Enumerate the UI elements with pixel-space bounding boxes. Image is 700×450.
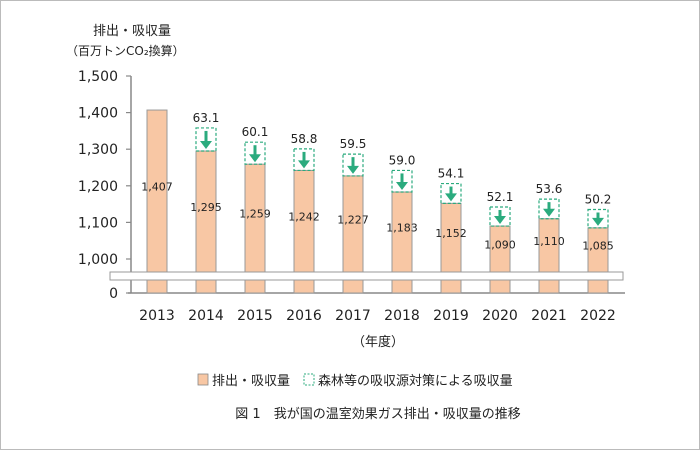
y-tick-label: 0: [109, 286, 118, 302]
figure-caption: 図 1 我が国の温室効果ガス排出・吸収量の推移: [235, 406, 520, 422]
legend-label-absorption: 森林等の吸収源対策による吸収量: [318, 373, 513, 389]
down-arrow-icon: [396, 182, 408, 191]
absorption-box: [342, 153, 364, 177]
y-tick-label: 1,500: [78, 69, 118, 85]
y-tick-label: 1,400: [78, 106, 118, 122]
down-arrow-icon: [494, 216, 506, 225]
emission-bar: [195, 150, 217, 294]
down-arrow-icon: [200, 141, 212, 150]
x-tick-label: 2017: [335, 308, 371, 324]
x-tick-label: 2021: [531, 308, 567, 324]
legend-label-emissions: 排出・吸収量: [212, 374, 290, 389]
absorption-box: [587, 208, 609, 229]
axis-break-band: [109, 271, 624, 281]
absorption-value-label: 63.1: [193, 111, 220, 125]
emission-bar: [587, 227, 609, 294]
emission-value-label: 1,295: [190, 201, 222, 214]
y-tick-label: 1,300: [78, 142, 118, 158]
absorption-value-label: 53.6: [536, 182, 563, 196]
down-arrow-icon: [592, 217, 604, 226]
y-axis-title: 排出・吸収量: [93, 24, 171, 39]
emission-bar: [538, 218, 560, 294]
emission-value-label: 1,085: [582, 239, 614, 252]
emission-bar: [146, 109, 168, 294]
x-tick-label: 2019: [433, 308, 469, 324]
x-tick-label: 2013: [139, 308, 175, 324]
emission-value-label: 1,110: [533, 235, 565, 248]
down-arrow-icon: [445, 193, 457, 202]
x-axis-title: （年度）: [352, 334, 404, 350]
y-axis-unit: （百万トンCO₂換算）: [66, 43, 185, 58]
emission-value-label: 1,090: [484, 239, 516, 252]
absorption-box: [391, 169, 413, 193]
y-tick-label: 1,200: [78, 179, 118, 195]
legend-swatch-absorption: [303, 373, 315, 386]
emission-value-label: 1,227: [337, 213, 369, 226]
down-arrow-icon: [347, 165, 359, 174]
emission-bar: [489, 225, 511, 294]
legend: 排出・吸収量 森林等の吸収源対策による吸収量: [197, 373, 513, 389]
emission-bar: [440, 202, 462, 294]
emission-value-label: 1,407: [141, 181, 173, 194]
absorption-value-label: 59.0: [389, 153, 416, 167]
x-tick-label: 2018: [384, 308, 420, 324]
down-arrow-icon: [298, 160, 310, 169]
absorption-box: [440, 182, 462, 204]
absorption-value-label: 60.1: [242, 125, 269, 139]
absorption-value-label: 52.1: [487, 190, 514, 204]
emission-value-label: 1,242: [288, 211, 320, 224]
absorption-value-label: 59.5: [340, 137, 367, 151]
absorption-box: [293, 148, 315, 172]
absorption-box: [489, 206, 511, 227]
emission-value-label: 1,152: [435, 227, 467, 240]
absorption-box: [195, 127, 217, 152]
down-arrow-icon: [543, 208, 555, 217]
x-tick-label: 2014: [188, 308, 224, 324]
y-tick-label: 1,000: [78, 252, 118, 268]
absorption-value-label: 50.2: [585, 193, 612, 207]
x-tick-label: 2015: [237, 308, 273, 324]
emission-value-label: 1,183: [386, 222, 418, 235]
x-tick-label: 2020: [482, 308, 518, 324]
emission-value-label: 1,259: [239, 208, 271, 221]
x-tick-label: 2016: [286, 308, 322, 324]
absorption-value-label: 54.1: [438, 167, 465, 181]
x-tick-label: 2022: [580, 308, 616, 324]
down-arrow-icon: [249, 154, 261, 163]
y-tick-label: 1,100: [78, 215, 118, 231]
absorption-box: [538, 198, 560, 220]
legend-swatch-emissions: [197, 373, 209, 386]
absorption-box: [244, 141, 266, 165]
absorption-value-label: 58.8: [291, 132, 318, 146]
